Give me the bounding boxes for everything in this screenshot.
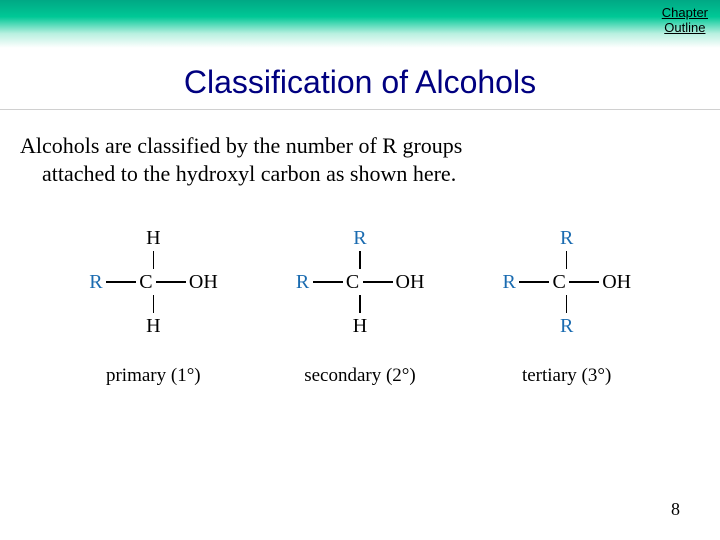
top-atom: H: [146, 228, 160, 248]
left-r-group: R: [89, 272, 103, 292]
bond-icon: [156, 281, 186, 283]
bond-icon: [566, 251, 568, 269]
bottom-atom: H: [353, 316, 367, 336]
bond-icon: [153, 251, 155, 269]
body-line-1: Alcohols are classified by the number of…: [20, 133, 462, 158]
bond-icon: [153, 295, 155, 313]
page-number: 8: [671, 499, 680, 520]
bond-icon: [359, 295, 361, 313]
center-carbon: C: [552, 272, 566, 292]
chapter-link-line1: Chapter: [662, 5, 708, 20]
top-r-group: R: [353, 228, 367, 248]
bottom-r-group: R: [560, 316, 574, 336]
title-underline: [0, 109, 720, 110]
top-r-group: R: [560, 228, 574, 248]
header-bar: Chapter Outline: [0, 0, 720, 48]
body-line-2: attached to the hydroxyl carbon as shown…: [20, 160, 700, 188]
structure: H R C OH H: [89, 227, 218, 337]
chapter-link-line2: Outline: [664, 20, 705, 35]
bottom-atom: H: [146, 316, 160, 336]
body-text: Alcohols are classified by the number of…: [0, 132, 720, 187]
center-carbon: C: [139, 272, 153, 292]
molecule-diagram-row: H R C OH H primary (1°) R R C OH: [0, 227, 720, 387]
bond-icon: [569, 281, 599, 283]
structure: R R C OH H: [296, 227, 425, 337]
right-hydroxyl: OH: [602, 272, 631, 292]
left-r-group: R: [296, 272, 310, 292]
left-r-group: R: [502, 272, 516, 292]
molecule-tertiary: R R C OH R tertiary (3°): [502, 227, 631, 387]
structure: R R C OH R: [502, 227, 631, 337]
right-hydroxyl: OH: [396, 272, 425, 292]
molecule-caption: tertiary (3°): [522, 365, 611, 387]
bond-icon: [519, 281, 549, 283]
slide-title: Classification of Alcohols: [0, 64, 720, 101]
bond-icon: [359, 251, 361, 269]
chapter-outline-link[interactable]: Chapter Outline: [662, 6, 708, 36]
molecule-caption: secondary (2°): [304, 365, 416, 387]
bond-icon: [566, 295, 568, 313]
right-hydroxyl: OH: [189, 272, 218, 292]
bond-icon: [363, 281, 393, 283]
center-carbon: C: [346, 272, 360, 292]
molecule-primary: H R C OH H primary (1°): [89, 227, 218, 387]
bond-icon: [313, 281, 343, 283]
molecule-secondary: R R C OH H secondary (2°): [296, 227, 425, 387]
bond-icon: [106, 281, 136, 283]
molecule-caption: primary (1°): [106, 365, 201, 387]
